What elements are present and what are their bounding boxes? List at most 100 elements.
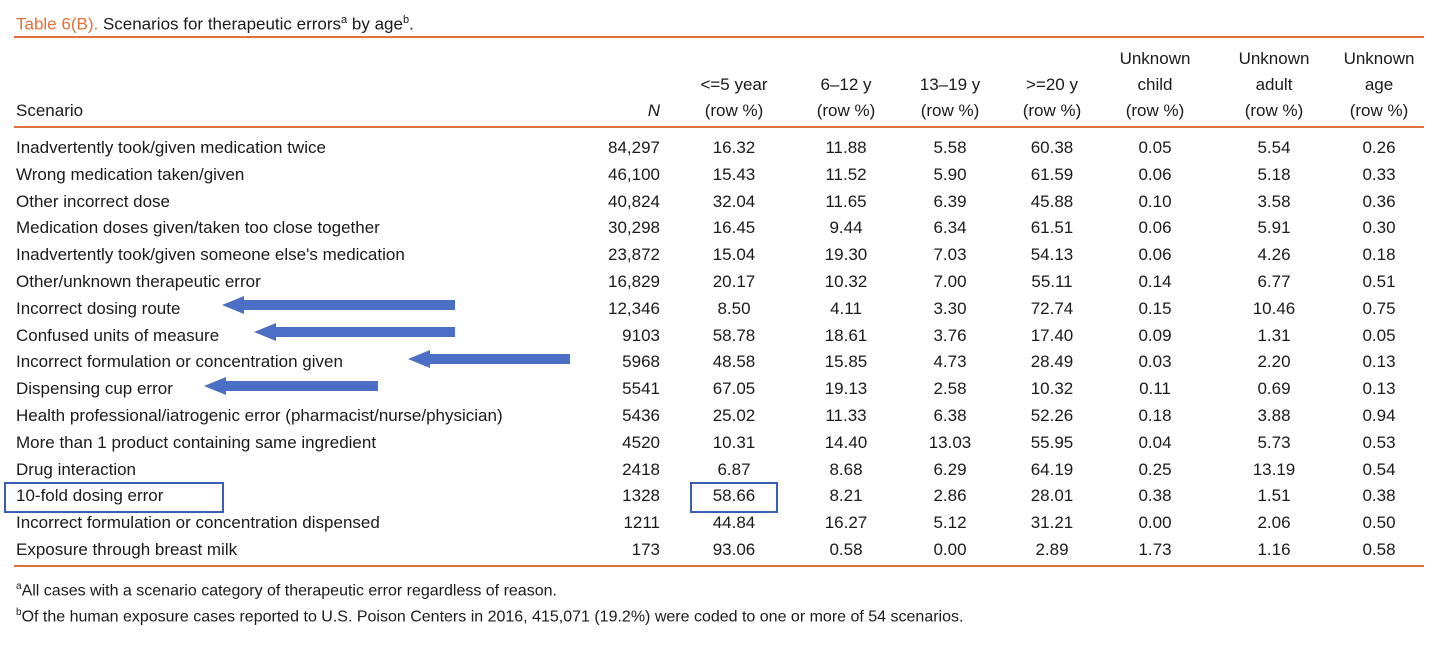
footnote-a-mark: a: [16, 581, 22, 592]
cell-ge20: 28.49: [1030, 352, 1074, 372]
cell-ge20: 61.59: [1030, 164, 1074, 184]
cell-n: 5541: [622, 379, 660, 399]
cell-n: 84,297: [608, 138, 660, 157]
cell-13-19: 7.03: [933, 245, 967, 265]
header-n: N: [600, 44, 660, 124]
cell-le5: 20.17: [712, 272, 756, 291]
cell-scenario: Dispensing cup error: [16, 379, 173, 399]
cell-ge20: 61.51: [1030, 218, 1074, 238]
cell-le5: 67.05: [712, 379, 756, 399]
cell-ge20: 45.88: [1030, 191, 1074, 211]
caption-by: by age: [347, 14, 403, 34]
table-row: Other/unknown therapeutic error 16,829 20.…: [0, 268, 1440, 295]
cell-unknown-adult: 0.69: [1257, 379, 1291, 399]
header-unknown-age: Unknown age (row %): [1336, 44, 1422, 124]
arrow-annotation-units-of-measure: [254, 323, 455, 341]
highlight-box-10-fold-scenario: [4, 482, 224, 513]
cell-unknown-child: 0.05: [1138, 138, 1172, 157]
cell-scenario: Inadvertently took/given medication twic…: [16, 138, 326, 157]
header-unknown-child-line1: Unknown: [1119, 49, 1191, 68]
table-row: Medication doses given/taken too close t…: [0, 214, 1440, 241]
cell-13-19: 0.00: [933, 540, 967, 559]
cell-13-19: 5.12: [933, 513, 967, 533]
cell-n: 23,872: [608, 245, 660, 265]
caption-end: .: [409, 14, 414, 34]
cell-le5: 6.87: [717, 459, 751, 479]
table-row: Incorrect formulation or concentration d…: [0, 509, 1440, 536]
cell-6-12: 14.40: [824, 432, 868, 452]
table-row: 10-fold dosing error 1328 58.66 8.21 2.86 28.…: [0, 482, 1440, 509]
cell-unknown-child: 0.11: [1139, 379, 1171, 399]
caption-sup-b: b: [402, 14, 410, 26]
cell-n: 1328: [622, 486, 660, 506]
cell-unknown-child: 0.09: [1138, 325, 1172, 345]
header-ge20-line2: (row %): [1022, 101, 1082, 120]
cell-unknown-adult: 2.06: [1257, 513, 1291, 533]
cell-unknown-child: 0.10: [1138, 191, 1172, 211]
cell-n: 2418: [622, 459, 660, 479]
cell-ge20: 28.01: [1030, 486, 1074, 506]
cell-6-12: 16.27: [824, 513, 868, 533]
cell-6-12: 8.21: [829, 486, 863, 506]
cell-unknown-age: 0.33: [1362, 164, 1396, 184]
table-row: Wrong medication taken/given 46,100 15.43 1…: [0, 161, 1440, 188]
header-13-19: 13–19 y (row %): [910, 44, 990, 124]
cell-n: 4520: [622, 432, 660, 452]
cell-le5: 16.32: [712, 138, 756, 157]
cell-le5: 32.04: [712, 191, 756, 211]
header-unknown-age-line3: (row %): [1349, 101, 1409, 120]
cell-unknown-age: 0.51: [1362, 272, 1396, 291]
top-rule: [14, 36, 1424, 38]
cell-unknown-age: 0.94: [1362, 406, 1396, 425]
table-row: Other incorrect dose 40,824 32.04 11.65 6.39…: [0, 188, 1440, 215]
header-le5: <=5 year (row %): [688, 44, 780, 124]
cell-ge20: 54.13: [1030, 245, 1074, 265]
cell-n: 5968: [622, 352, 660, 372]
header-scenario: Scenario: [16, 44, 316, 124]
cell-unknown-child: 0.15: [1138, 298, 1172, 318]
arrow-shaft: [274, 327, 455, 337]
table-row: Health professional/iatrogenic error (ph…: [0, 402, 1440, 429]
cell-ge20: 52.26: [1030, 406, 1074, 425]
bottom-rule: [14, 565, 1424, 567]
cell-n: 12,346: [608, 298, 660, 318]
cell-unknown-age: 0.53: [1362, 432, 1396, 452]
cell-scenario: Incorrect dosing route: [16, 298, 181, 318]
cell-unknown-child: 0.18: [1138, 406, 1172, 425]
cell-unknown-child: 0.25: [1138, 459, 1172, 479]
cell-n: 46,100: [608, 164, 660, 184]
cell-6-12: 15.85: [824, 352, 868, 372]
header-unknown-child: Unknown child (row %): [1110, 44, 1200, 124]
arrow-head-icon: [408, 350, 430, 368]
cell-13-19: 7.00: [933, 272, 967, 291]
cell-n: 9103: [622, 325, 660, 345]
header-unknown-adult: Unknown adult (row %): [1224, 44, 1324, 124]
cell-unknown-adult: 5.18: [1257, 164, 1291, 184]
cell-n: 1211: [623, 513, 660, 533]
table-row: More than 1 product containing same ingr…: [0, 429, 1440, 456]
header-ge20-line1: >=20 y: [1026, 75, 1078, 94]
arrow-annotation-dosing-route: [222, 296, 455, 314]
header-unknown-adult-line3: (row %): [1244, 101, 1304, 120]
cell-scenario: Exposure through breast milk: [16, 540, 238, 559]
cell-13-19: 13.03: [928, 432, 972, 452]
cell-13-19: 3.76: [933, 325, 967, 345]
table-row: Incorrect formulation or concentration g…: [0, 348, 1440, 375]
table-row: Dispensing cup error 5541 67.05 19.13 2.58 10…: [0, 375, 1440, 402]
cell-6-12: 19.13: [824, 379, 868, 399]
cell-scenario: Wrong medication taken/given: [16, 164, 245, 184]
cell-scenario: Health professional/iatrogenic error (ph…: [16, 406, 503, 425]
header-unknown-adult-line1: Unknown: [1238, 49, 1310, 68]
cell-13-19: 5.58: [933, 138, 967, 157]
cell-unknown-age: 0.36: [1362, 191, 1396, 211]
header-unknown-adult-line2: adult: [1255, 75, 1293, 94]
cell-unknown-age: 0.26: [1362, 138, 1396, 157]
cell-scenario: Incorrect formulation or concentration d…: [16, 513, 380, 533]
table-row: Inadvertently took/given someone else's …: [0, 241, 1440, 268]
header-le5-line1: <=5 year: [700, 75, 768, 94]
cell-ge20: 55.11: [1031, 272, 1073, 291]
header-13-19-line1: 13–19 y: [919, 75, 981, 94]
highlight-box-10-fold-value: [690, 482, 778, 513]
cell-unknown-adult: 3.58: [1257, 191, 1291, 211]
